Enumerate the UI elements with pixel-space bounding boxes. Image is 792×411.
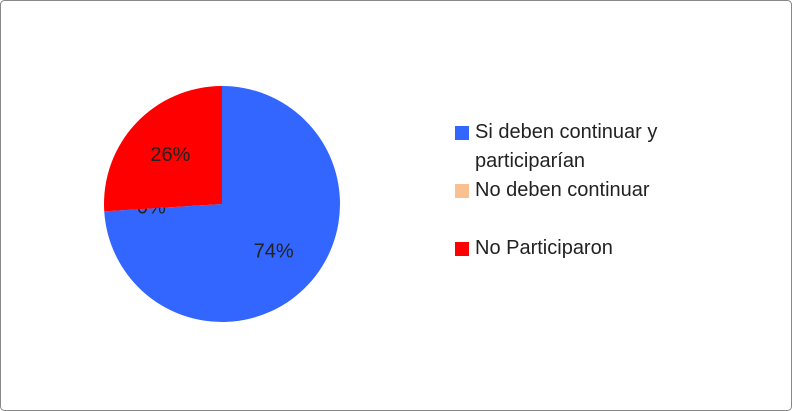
legend-item: Si deben continuar y participarían: [455, 118, 715, 176]
legend-swatch: [455, 184, 469, 198]
legend-label: Si deben continuar y participarían: [475, 121, 658, 172]
pie-slice: [104, 86, 340, 322]
legend-item: No deben continuar: [455, 176, 715, 205]
legend: Si deben continuar y participarían No deb…: [455, 118, 715, 263]
legend-label: No deben continuar: [475, 179, 650, 201]
legend-item: No Participaron: [455, 234, 715, 263]
data-label: 26%: [150, 144, 190, 166]
legend-label: No Participaron: [475, 237, 613, 259]
legend-swatch: [455, 242, 469, 256]
pie-slice: [104, 86, 222, 212]
legend-swatch: [455, 126, 469, 140]
data-label: 74%: [254, 241, 294, 263]
